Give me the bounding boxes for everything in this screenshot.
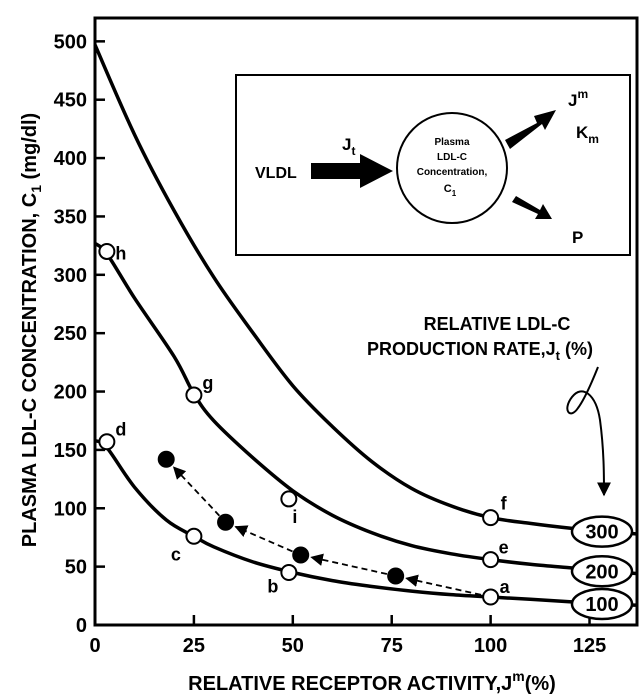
filled-point-1 <box>217 513 235 531</box>
dashed-arrow-segment <box>172 466 221 517</box>
y-tick-label: 450 <box>54 90 87 112</box>
open-point-f <box>482 509 500 527</box>
open-point-b <box>280 563 298 581</box>
open-point-c <box>185 527 203 545</box>
inset-other-arrow <box>512 196 552 219</box>
point-label-b: b <box>267 576 278 596</box>
point-label-g: g <box>202 373 213 393</box>
inset-vldl-label: VLDL <box>255 165 297 182</box>
rate-title-line2: PRODUCTION RATE,Jt (%) <box>367 339 593 363</box>
data-points: a b c d e f g h i <box>98 242 511 606</box>
open-point-i <box>280 490 298 508</box>
dashed-arrow-segment <box>405 574 482 596</box>
y-axis-label: PLASMA LDL-C CONCENTRATION, C1 (mg/dl) <box>19 113 44 547</box>
inset-concentration-circle <box>396 112 508 224</box>
axes: 0 50 100 150 200 250 300 350 400 450 500 0 25 50 75 100… <box>54 31 607 657</box>
dashed-arrow-segment <box>310 553 388 575</box>
y-tick-label: 200 <box>54 382 87 404</box>
rate-label-200: 200 <box>585 561 618 583</box>
inset-production-arrow <box>311 154 393 188</box>
plot-frame <box>93 16 639 627</box>
x-tick-label: 75 <box>381 635 403 657</box>
inset-circle-line4: C1 <box>444 183 457 198</box>
inset-receptor-arrow <box>505 110 556 149</box>
rate-title-line1: RELATIVE LDL-C <box>424 314 571 334</box>
rate-title-pointer <box>566 366 611 497</box>
point-label-a: a <box>500 577 511 597</box>
inset-circle-line2: LDL-C <box>437 152 467 163</box>
y-tick-label: 350 <box>54 206 87 228</box>
rate-label-300: 300 <box>585 522 618 544</box>
open-point-e <box>482 551 500 569</box>
inset-circle-line1: Plasma <box>434 137 469 148</box>
y-tick-label: 500 <box>54 31 87 53</box>
x-tick-label: 25 <box>183 635 205 657</box>
inset-jm-label: Jm <box>568 87 588 110</box>
y-tick-label: 0 <box>76 615 87 637</box>
y-tick-label: 100 <box>54 498 87 520</box>
x-tick-label: 100 <box>474 635 507 657</box>
filled-point-2 <box>292 546 310 564</box>
rate-label-100: 100 <box>585 594 618 616</box>
point-label-h: h <box>115 243 126 263</box>
inset-km-label: Km <box>576 123 599 146</box>
filled-point-0 <box>157 450 175 468</box>
series-line-300 <box>93 44 638 536</box>
inset-diagram: VLDL Jt Plasma LDL-C Concentration, C1 J… <box>235 74 631 256</box>
series-line-200 <box>93 241 638 576</box>
rate-ellipse-200 <box>570 555 634 588</box>
rate-ellipse-100 <box>570 587 634 621</box>
y-tick-label: 400 <box>54 148 87 170</box>
filled-point-3 <box>387 567 405 585</box>
x-tick-label: 125 <box>573 635 606 657</box>
dashed-trajectory <box>172 466 482 596</box>
point-label-d: d <box>115 420 126 440</box>
inset-circle-line3: Concentration, <box>417 167 488 178</box>
rate-labels: 300 200 100 <box>570 515 634 621</box>
y-tick-label: 300 <box>54 265 87 287</box>
y-tick-label: 250 <box>54 323 87 345</box>
open-point-a <box>482 588 500 606</box>
y-tick-label: 150 <box>54 440 87 462</box>
x-tick-label: 50 <box>282 635 304 657</box>
point-label-i: i <box>292 507 297 527</box>
x-tick-label: 0 <box>89 635 100 657</box>
open-point-h <box>98 242 116 260</box>
x-axis-label: RELATIVE RECEPTOR ACTIVITY,Jm(%) <box>188 668 556 695</box>
open-point-d <box>98 433 116 451</box>
rate-ellipse-300 <box>570 515 634 548</box>
inset-p-label: P <box>572 228 583 247</box>
curves <box>93 44 638 607</box>
dashed-arrow-segment <box>234 525 293 553</box>
y-tick-label: 50 <box>65 557 87 579</box>
series-line-100 <box>94 438 638 607</box>
point-label-c: c <box>171 544 181 564</box>
inset-jt-label: Jt <box>342 135 355 158</box>
point-label-e: e <box>499 538 509 558</box>
point-label-f: f <box>501 494 508 514</box>
open-point-g <box>185 386 203 404</box>
